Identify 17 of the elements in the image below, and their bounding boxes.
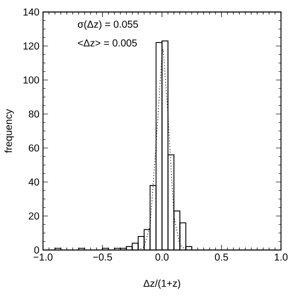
x-tick-label: 0.0 xyxy=(155,254,169,261)
y-tick-label: 120 xyxy=(24,42,40,50)
x-tick-label: −1.0 xyxy=(34,254,52,261)
x-axis-title: Δz/(1+z) xyxy=(144,279,180,289)
x-tick-label: −0.5 xyxy=(93,254,112,261)
annotation: σ(Δz) = 0.055 xyxy=(78,20,138,30)
annotation: <Δz> = 0.005 xyxy=(78,39,137,46)
y-tick-label: 40 xyxy=(28,178,40,186)
y-tick-label: 80 xyxy=(28,110,40,118)
y-tick-label: 60 xyxy=(28,144,40,152)
y-tick-label: 20 xyxy=(28,212,40,220)
x-tick-label: 1.0 xyxy=(274,254,288,261)
y-tick-label: 140 xyxy=(24,8,40,16)
y-axis-title: frequency xyxy=(4,109,14,153)
y-tick-label: 100 xyxy=(24,76,40,84)
x-tick-label: 0.5 xyxy=(214,254,228,261)
y-tick-label: 0 xyxy=(34,246,40,254)
